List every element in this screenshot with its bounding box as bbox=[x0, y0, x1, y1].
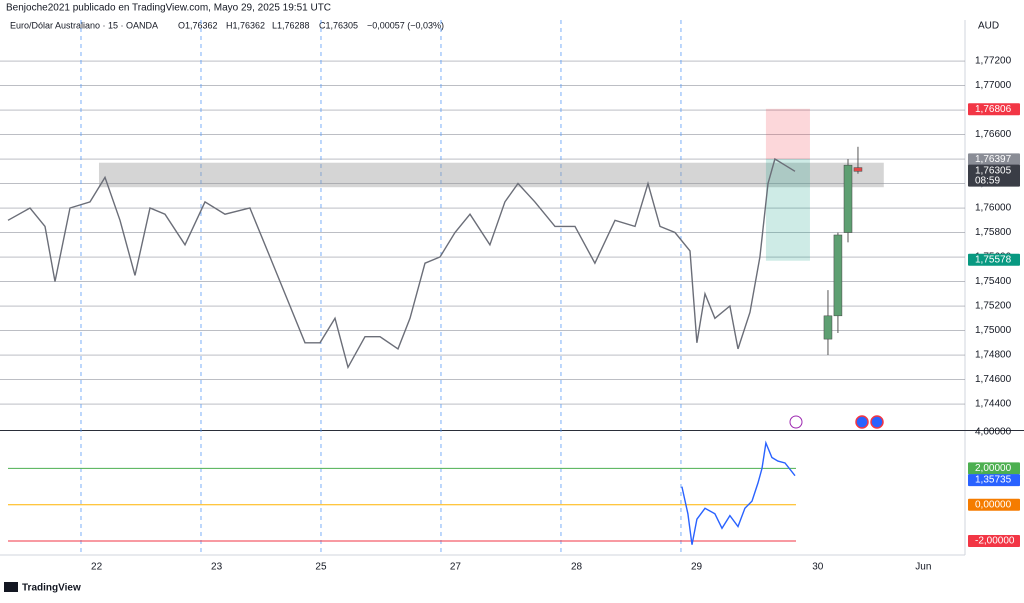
event-icon[interactable] bbox=[870, 415, 884, 429]
price-tag-label: 1,75578 bbox=[975, 254, 1012, 265]
price-line bbox=[7, 157, 796, 370]
ohlc-change: −0,00057 (−0,03%) bbox=[367, 20, 444, 30]
y-tick-label: 1,75000 bbox=[975, 325, 1012, 336]
price-tag bbox=[968, 498, 1020, 511]
y-tick-label: 4,00000 bbox=[975, 427, 1012, 438]
y-tick-label: 1,74400 bbox=[975, 399, 1012, 410]
ohlc-high: H1,76362 bbox=[226, 20, 265, 30]
y-tick-label: 1,76000 bbox=[975, 203, 1012, 214]
countdown: 08:59 bbox=[975, 175, 1000, 186]
x-tick-label: 30 bbox=[812, 562, 824, 573]
zone bbox=[765, 159, 810, 261]
price-tag-label: 1,35735 bbox=[975, 475, 1012, 486]
x-tick-label: 27 bbox=[450, 562, 462, 573]
price-tag bbox=[968, 253, 1020, 266]
price-tag bbox=[968, 153, 1020, 166]
currency: AUD bbox=[978, 21, 999, 32]
x-tick-label: 23 bbox=[211, 562, 223, 573]
candle-body bbox=[853, 167, 863, 172]
x-tick-label: 28 bbox=[571, 562, 583, 573]
ohlc-close: C1,76305 bbox=[319, 20, 358, 30]
price-tag bbox=[968, 462, 1020, 475]
x-tick-label: 29 bbox=[691, 562, 703, 573]
price-line bbox=[681, 440, 796, 545]
price-tag bbox=[968, 103, 1020, 116]
x-tick-label: 22 bbox=[91, 562, 103, 573]
brand: TradingView bbox=[22, 583, 81, 594]
y-tick-label: 1,75200 bbox=[975, 301, 1012, 312]
y-tick-label: 1,77000 bbox=[975, 80, 1012, 91]
event-icon[interactable] bbox=[789, 415, 803, 429]
candle-body bbox=[823, 315, 833, 340]
x-tick-label: 25 bbox=[315, 562, 327, 573]
x-tick-label: Jun bbox=[915, 562, 931, 573]
price-tag bbox=[968, 474, 1020, 487]
price-tag-label: 1,76305 bbox=[975, 165, 1012, 176]
zone bbox=[765, 108, 810, 160]
price-tag bbox=[968, 535, 1020, 548]
y-tick-label: 1,77200 bbox=[975, 56, 1012, 67]
y-tick-label: 1,75400 bbox=[975, 276, 1012, 287]
y-tick-label: 1,74600 bbox=[975, 374, 1012, 385]
caption: Benjoche2021 publicado en TradingView.co… bbox=[6, 3, 331, 14]
symbol: Euro/Dólar Australiano · 15 · OANDA bbox=[10, 20, 158, 30]
logo bbox=[4, 582, 18, 592]
price-tag-label: 1,76397 bbox=[975, 154, 1012, 165]
price-tag-label: 1,76806 bbox=[975, 104, 1012, 115]
price-tag-label: 0,00000 bbox=[975, 499, 1012, 510]
price-tag bbox=[968, 164, 1020, 187]
zone bbox=[98, 162, 884, 188]
ohlc-open: O1,76362 bbox=[178, 20, 218, 30]
y-tick-label: 1,74800 bbox=[975, 350, 1012, 361]
price-tag-label: -2,00000 bbox=[975, 536, 1015, 547]
candle-body bbox=[843, 164, 853, 233]
price-tag-label: 2,00000 bbox=[975, 463, 1012, 474]
event-icons bbox=[789, 415, 884, 429]
ohlc-low: L1,76288 bbox=[272, 20, 310, 30]
y-tick-label: 1,76600 bbox=[975, 129, 1012, 140]
candle-body bbox=[833, 234, 843, 317]
y-tick-label: 1,75800 bbox=[975, 227, 1012, 238]
event-icon[interactable] bbox=[855, 415, 869, 429]
